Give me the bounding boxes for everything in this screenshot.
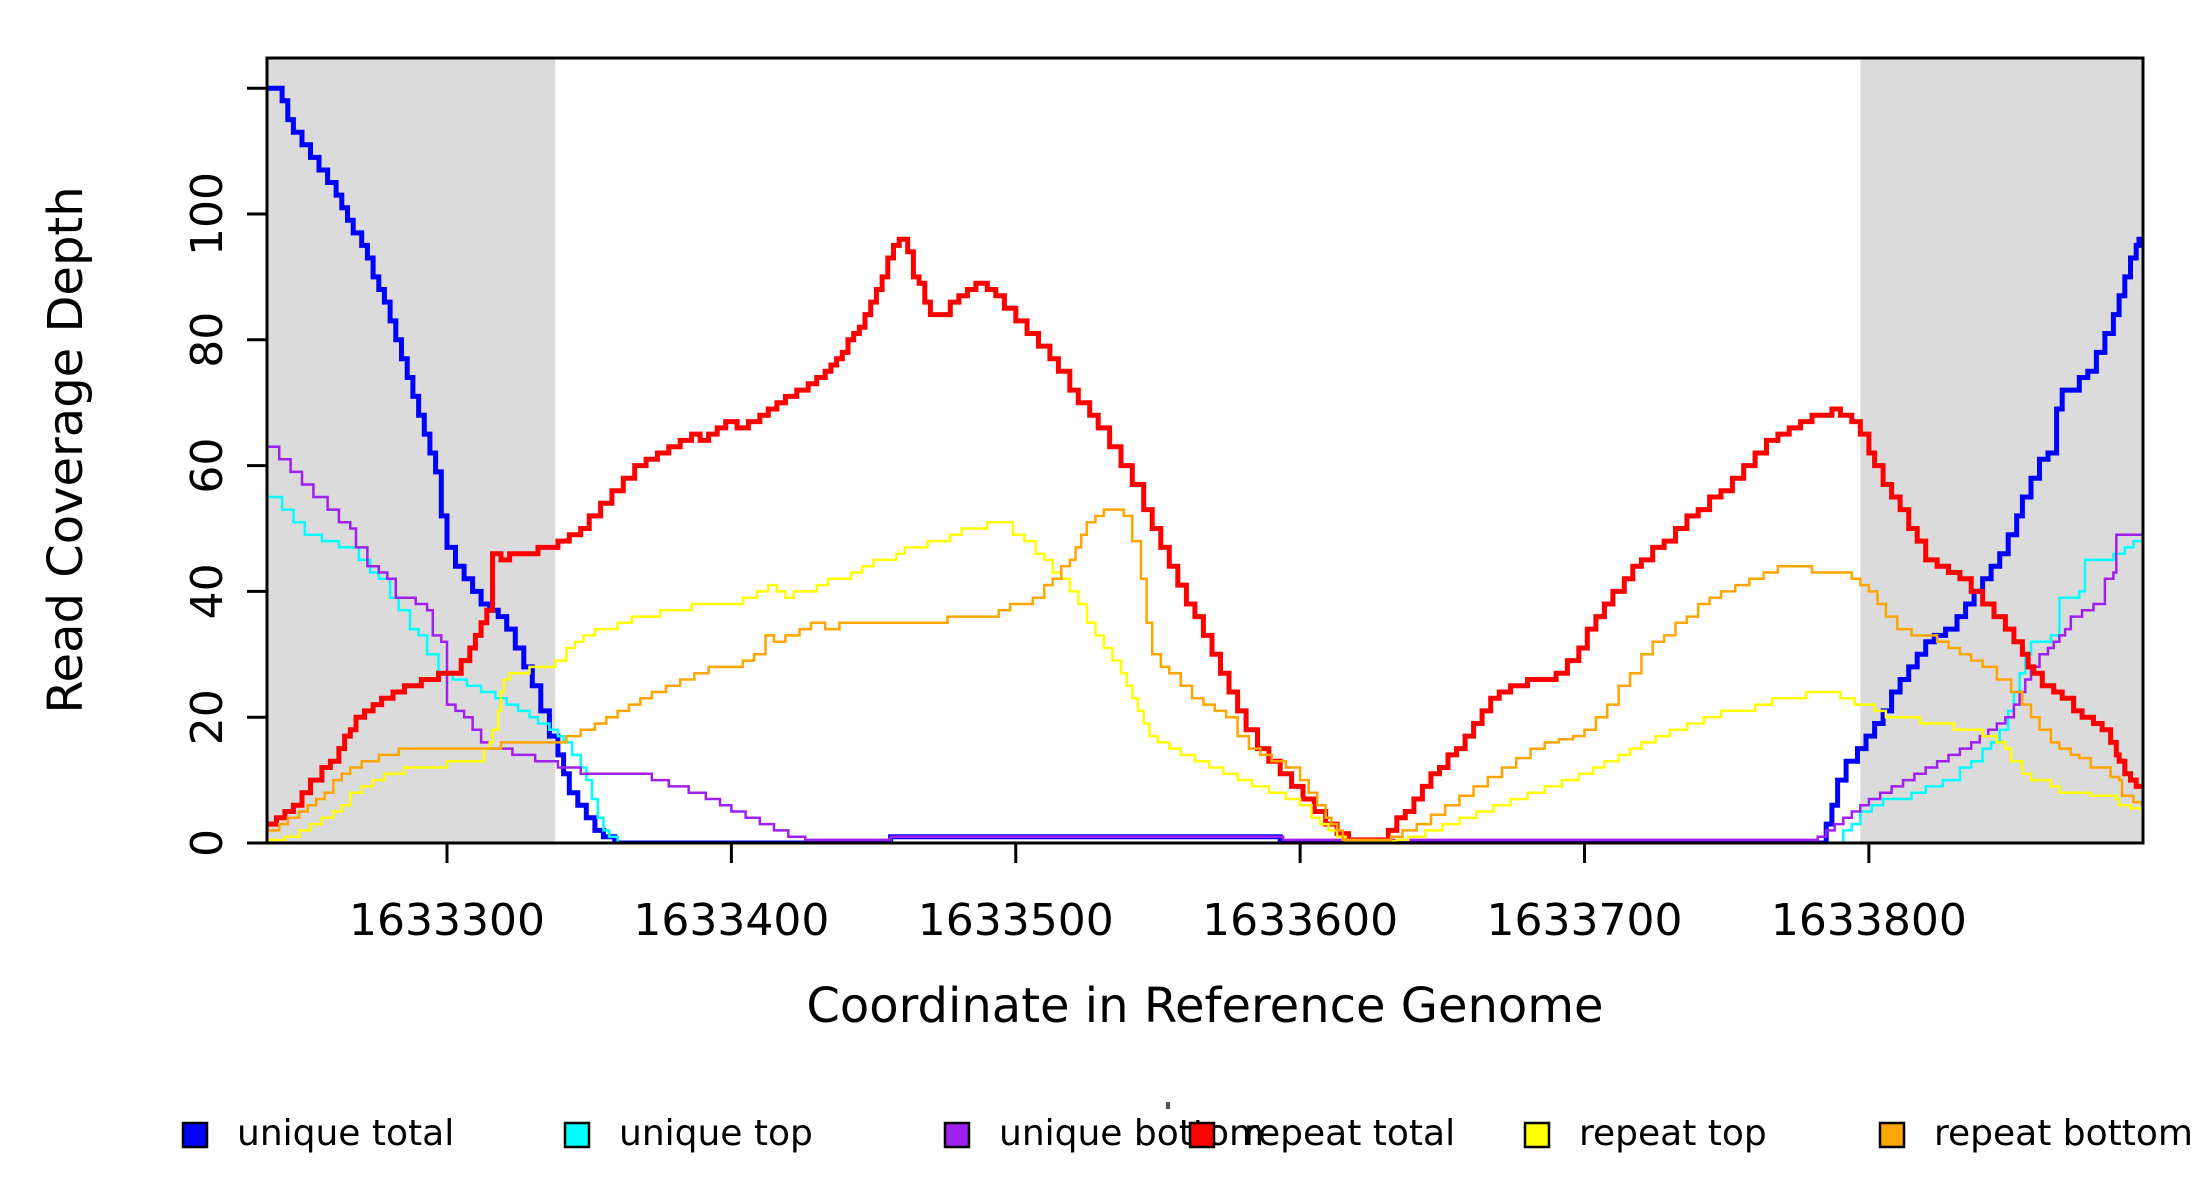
x-tick-label: 1633400: [633, 895, 829, 946]
axes: 1633300 1633400 1633500 1633600 1633700 16338…: [182, 86, 1967, 946]
legend-swatch-unique-bottom: [943, 1121, 971, 1149]
x-tick-label: 1633300: [349, 895, 545, 946]
series-unique-bottom: [267, 445, 2143, 842]
x-tick-label: 1633500: [918, 895, 1114, 946]
y-tick-label: 80: [182, 312, 233, 368]
y-tick-label: 60: [182, 438, 233, 494]
legend-swatch-repeat-total: [1188, 1121, 1216, 1149]
series-unique-total: [267, 85, 2143, 843]
series-lines: [267, 85, 2143, 843]
legend-label-repeat-bottom: repeat bottom: [1934, 1113, 2193, 1154]
shaded-region: [1860, 58, 2142, 843]
legend-swatch-repeat-bottom: [1878, 1121, 1906, 1149]
y-tick-label: 20: [182, 689, 233, 745]
x-tick-label: 1633700: [1487, 895, 1683, 946]
x-axis-title: Coordinate in Reference Genome: [806, 978, 1603, 1034]
series-repeat-total: [267, 236, 2143, 843]
shaded-regions: [267, 58, 2142, 843]
y-axis-title: Read Coverage Depth: [38, 186, 94, 713]
y-tick-label: 40: [182, 563, 233, 619]
plot-border: [265, 56, 2145, 845]
legend-swatch-unique-top: [563, 1121, 591, 1149]
legend-label-repeat-top: repeat top: [1579, 1113, 1767, 1154]
legend-swatch-repeat-top: [1523, 1121, 1551, 1149]
x-tick-label: 1633800: [1771, 895, 1967, 946]
legend-label-unique-bottom: unique bottom: [999, 1113, 1264, 1154]
y-tick-label: 0: [182, 829, 233, 857]
legend-label-repeat-total: repeat total: [1244, 1113, 1455, 1154]
x-tick-label: 1633600: [1202, 895, 1398, 946]
shaded-region: [267, 58, 556, 843]
stray-mark: [1166, 1102, 1170, 1109]
legend-label-unique-total: unique total: [237, 1113, 454, 1154]
legend-swatch-unique-total: [181, 1121, 209, 1149]
series-repeat-top: [267, 520, 2143, 843]
y-tick-label: 100: [182, 172, 233, 256]
legend-label-unique-top: unique top: [619, 1113, 813, 1154]
legend: unique total unique top unique bottomrepea…: [181, 1113, 2193, 1154]
series-repeat-bottom: [267, 508, 2143, 842]
